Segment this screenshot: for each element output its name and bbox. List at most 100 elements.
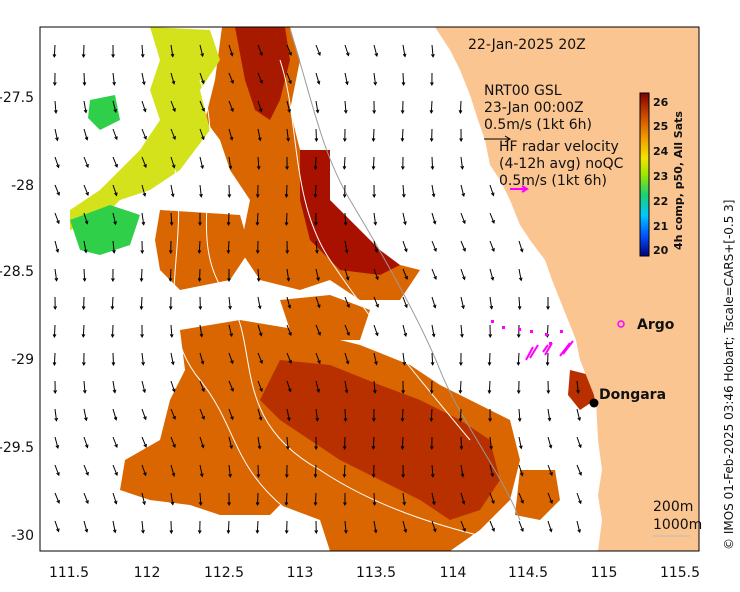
current-vector-head <box>313 166 318 171</box>
current-vector <box>547 464 553 476</box>
current-vector-head <box>516 334 521 339</box>
current-vector-head <box>258 137 262 142</box>
current-vector-head <box>432 528 437 533</box>
current-vector <box>286 380 291 392</box>
current-vector-head <box>111 54 115 59</box>
current-vector-head <box>345 276 350 281</box>
land-mass <box>435 27 699 551</box>
current-vector <box>286 72 292 84</box>
current-vector <box>228 296 231 309</box>
current-vector <box>460 240 466 252</box>
current-vector-head <box>402 361 407 366</box>
current-vector-head <box>114 163 118 168</box>
current-vector-head <box>460 333 464 338</box>
current-vector-head <box>198 306 203 311</box>
current-vector-head <box>346 303 350 308</box>
current-vector-head <box>462 220 466 225</box>
current-vector <box>518 408 521 421</box>
current-vector-head <box>317 331 321 336</box>
current-vector-head <box>114 471 118 476</box>
current-vector-head <box>143 443 147 448</box>
current-vector-head <box>344 389 349 394</box>
current-vector-head <box>549 499 553 504</box>
contour-deep <box>173 169 301 521</box>
current-vector <box>257 156 260 169</box>
current-vector <box>53 352 56 366</box>
current-vector <box>372 436 375 449</box>
current-vector <box>401 408 404 422</box>
current-vector <box>344 100 347 113</box>
current-vector-head <box>285 166 289 171</box>
current-vector-head <box>430 82 434 87</box>
current-vector <box>460 156 463 169</box>
radar-scale: 0.5m/s (1kt 6h) <box>499 173 607 189</box>
current-vector <box>141 408 147 420</box>
current-vector <box>112 100 117 113</box>
current-vector-head <box>53 109 58 114</box>
current-vector <box>402 72 405 86</box>
current-vector <box>373 380 376 393</box>
current-vector <box>547 408 551 421</box>
current-vector <box>141 380 146 393</box>
current-vector-head <box>111 278 115 283</box>
current-vector <box>257 296 261 309</box>
current-vector <box>54 128 58 141</box>
current-vector-head <box>431 333 436 338</box>
current-vector <box>112 464 118 476</box>
current-vector <box>576 436 582 448</box>
current-vector <box>228 436 233 449</box>
contour-label-200m: 200m <box>653 499 693 515</box>
current-vector-head <box>400 166 405 171</box>
current-vector <box>431 464 434 477</box>
current-vector-head <box>403 332 408 338</box>
current-vector <box>83 184 89 196</box>
current-vector <box>460 492 465 504</box>
current-vector-head <box>226 249 231 254</box>
current-vector-head <box>403 221 407 226</box>
current-vector <box>285 492 288 505</box>
current-vector-head <box>112 249 116 254</box>
current-vector <box>83 100 87 113</box>
current-vector <box>199 464 203 477</box>
current-vector-head <box>374 248 379 254</box>
place-label-argo: Argo <box>637 317 675 333</box>
current-vector-head <box>345 81 349 86</box>
current-vector <box>373 72 376 85</box>
current-vector-head <box>255 221 260 226</box>
current-vector-head <box>374 361 378 366</box>
current-vector-head <box>400 446 405 451</box>
current-vector <box>83 156 89 168</box>
x-tick-label: 112 <box>134 565 161 581</box>
sst-patch-warm-north <box>235 27 290 120</box>
current-vector <box>54 408 57 421</box>
current-vector <box>460 464 464 477</box>
current-vector-head <box>168 277 173 282</box>
current-vector <box>286 352 292 364</box>
current-vector <box>112 72 115 85</box>
current-vector <box>83 240 87 253</box>
current-vector-head <box>228 473 232 478</box>
current-vector <box>431 156 434 170</box>
current-vector-head <box>402 53 407 58</box>
current-vector-head <box>229 333 233 338</box>
current-vector-head <box>429 446 434 451</box>
sst-patch-warm-core <box>300 150 400 275</box>
current-vector <box>141 128 147 140</box>
colorbar-tick: 22 <box>653 195 668 208</box>
y-tick-label: -28 <box>11 178 34 194</box>
current-vector-head <box>518 277 523 282</box>
current-vector-head <box>372 194 377 199</box>
shelf-contour <box>289 29 521 521</box>
current-vector <box>314 464 317 478</box>
current-scale-arrow <box>484 135 511 143</box>
current-vector <box>373 212 377 225</box>
current-vector-head <box>286 277 291 282</box>
current-vector-head <box>375 332 379 337</box>
current-vector <box>518 520 524 532</box>
current-vector-head <box>82 277 87 282</box>
current-vector-head <box>168 250 173 255</box>
radar-subtitle: (4-12h avg) noQC <box>499 156 624 172</box>
current-vector-head <box>577 417 581 422</box>
current-vector-head <box>140 250 145 255</box>
current-vector-head <box>81 362 86 367</box>
